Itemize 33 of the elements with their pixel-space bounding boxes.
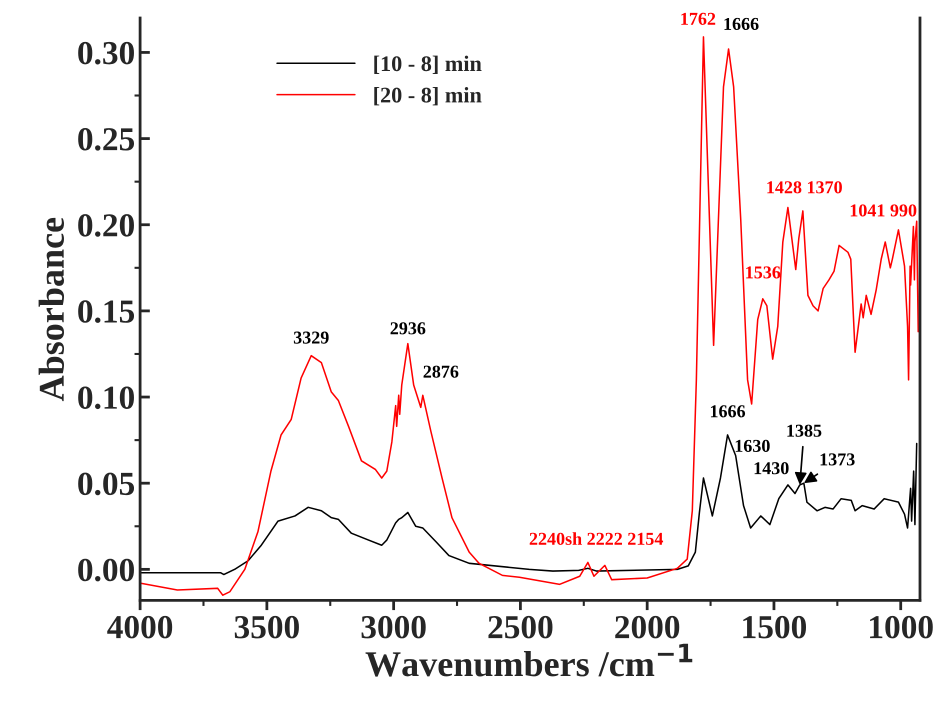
x-tick-label: 1000	[870, 616, 933, 638]
y-tick-label: 0.10	[78, 386, 134, 410]
y-tick-label: 0.15	[78, 300, 134, 323]
x-tick-label: 3000	[362, 616, 426, 638]
x-axis-title: Wavenumbers /cm$^{−1}$	[366, 644, 692, 677]
annotation: 1428 1370	[767, 181, 842, 194]
annotation: 1666	[724, 18, 759, 30]
y-axis-title: Absorbance	[38, 218, 64, 402]
legend-label: [10 - 8] min	[374, 56, 482, 74]
y-tick-label: 0.30	[78, 42, 134, 64]
line-series	[140, 36, 919, 596]
annotation: 2240sh 2222 2154	[530, 532, 664, 545]
annotation: 1762	[681, 12, 716, 25]
annotation: 1385	[787, 424, 822, 437]
x-tick-label: 2000	[615, 616, 680, 638]
annotation: 1373	[820, 453, 855, 466]
annotation: 1430	[754, 462, 789, 474]
annotation: 3329	[294, 332, 329, 344]
legend-label: [20 - 8] min	[374, 86, 482, 106]
annotation: 2876	[424, 366, 458, 378]
annotation: 1536	[746, 266, 780, 278]
x-tick-label: 4000	[107, 616, 172, 638]
x-tick-label: 2500	[488, 616, 552, 638]
y-tick-label: 0.00	[78, 558, 134, 582]
y-tick-label: 0.25	[78, 128, 134, 151]
x-tick-label: 1500	[743, 616, 806, 638]
annotation: 1666	[710, 405, 746, 418]
y-tick-label: 0.05	[78, 472, 134, 496]
annotation: 2936	[390, 322, 426, 334]
annotation: 1630	[736, 440, 770, 452]
y-tick-label: 0.20	[78, 214, 134, 237]
x-tick-label: 3500	[234, 616, 299, 638]
annotation: 1041 990	[850, 204, 916, 217]
